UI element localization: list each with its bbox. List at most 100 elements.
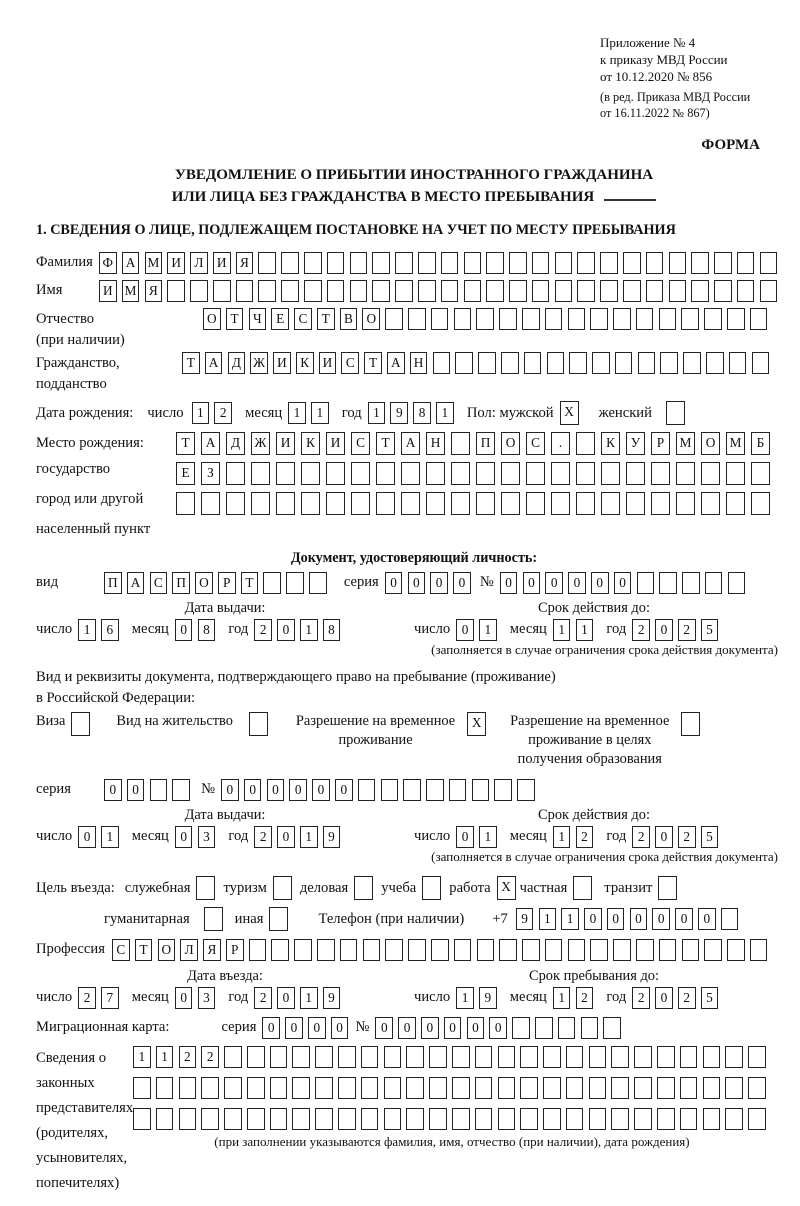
char-box[interactable]: Л	[190, 251, 208, 274]
char-box[interactable]	[748, 1077, 766, 1099]
char-box[interactable]	[580, 1016, 599, 1039]
char-box[interactable]: Ч	[248, 308, 267, 330]
char-box[interactable]	[326, 462, 345, 485]
char-box[interactable]: 0	[655, 986, 673, 1009]
char-box[interactable]	[656, 1046, 675, 1068]
char-box[interactable]: 0	[568, 571, 586, 594]
char-box[interactable]	[701, 462, 720, 485]
char-box[interactable]: 1	[575, 618, 594, 641]
char-box[interactable]	[727, 938, 745, 961]
char-box[interactable]	[317, 938, 335, 961]
char-box[interactable]: 2	[78, 986, 96, 1009]
char-box[interactable]: 0	[499, 571, 518, 594]
char-box[interactable]: 0	[456, 618, 474, 641]
char-box[interactable]	[497, 1108, 516, 1130]
char-box[interactable]	[521, 308, 540, 330]
char-box[interactable]	[736, 251, 755, 274]
char-box[interactable]: 3	[197, 825, 216, 848]
char-box[interactable]	[271, 938, 290, 961]
char-box[interactable]: 9	[322, 986, 341, 1009]
char-box[interactable]	[354, 876, 374, 900]
char-box[interactable]	[269, 1077, 288, 1099]
char-box[interactable]: Е	[271, 308, 289, 330]
char-box[interactable]: 9	[515, 908, 534, 930]
char-box[interactable]	[501, 492, 520, 515]
char-box[interactable]	[691, 279, 709, 302]
char-box[interactable]	[448, 778, 467, 801]
char-box[interactable]	[751, 462, 770, 485]
char-box[interactable]	[463, 251, 482, 274]
char-box[interactable]: 1	[367, 402, 386, 424]
char-box[interactable]: П	[172, 571, 190, 594]
char-box[interactable]	[426, 778, 444, 801]
char-box[interactable]: И	[212, 251, 231, 274]
char-box[interactable]: Т	[134, 938, 153, 961]
char-box[interactable]: К	[295, 352, 314, 374]
char-box[interactable]	[315, 1046, 333, 1068]
char-box[interactable]: 0	[584, 908, 602, 930]
char-box[interactable]	[682, 571, 700, 594]
char-box[interactable]	[509, 251, 527, 274]
char-box[interactable]	[637, 352, 656, 374]
char-box[interactable]: И	[167, 251, 185, 274]
char-box[interactable]	[748, 1108, 766, 1130]
char-box[interactable]	[702, 1046, 721, 1068]
char-box[interactable]	[611, 1046, 629, 1068]
char-box[interactable]	[748, 1046, 766, 1068]
char-box[interactable]	[543, 1108, 561, 1130]
char-box[interactable]: 9	[322, 825, 341, 848]
rvp-edu-checkbox[interactable]	[681, 712, 701, 736]
char-box[interactable]	[543, 1046, 561, 1068]
char-box[interactable]: 3	[197, 986, 216, 1009]
char-box[interactable]	[554, 279, 573, 302]
char-box[interactable]: 0	[334, 778, 353, 801]
rvp-checkbox[interactable]: X	[467, 712, 487, 736]
char-box[interactable]: Я	[203, 938, 221, 961]
char-box[interactable]: 0	[698, 908, 716, 930]
char-box[interactable]: 9	[479, 986, 497, 1009]
char-box[interactable]	[471, 778, 490, 801]
char-box[interactable]	[474, 1046, 493, 1068]
char-box[interactable]	[704, 571, 723, 594]
char-box[interactable]: 1	[436, 402, 454, 424]
char-box[interactable]: Т	[240, 571, 259, 594]
char-box[interactable]: .	[551, 432, 570, 455]
char-box[interactable]: 1	[456, 986, 474, 1009]
char-box[interactable]	[430, 308, 449, 330]
char-box[interactable]	[759, 279, 778, 302]
char-box[interactable]	[681, 938, 700, 961]
char-box[interactable]: 2	[632, 825, 650, 848]
char-box[interactable]	[246, 1108, 265, 1130]
char-box[interactable]: 0	[456, 825, 474, 848]
char-box[interactable]: О	[701, 432, 720, 455]
char-box[interactable]	[534, 1016, 553, 1039]
char-box[interactable]	[451, 462, 470, 485]
char-box[interactable]	[520, 1046, 538, 1068]
char-box[interactable]	[600, 279, 618, 302]
char-box[interactable]: 8	[197, 618, 216, 641]
char-box[interactable]: С	[112, 938, 130, 961]
char-box[interactable]	[451, 492, 470, 515]
char-box[interactable]	[681, 712, 701, 736]
char-box[interactable]	[133, 1077, 151, 1099]
char-box[interactable]	[304, 251, 322, 274]
char-box[interactable]: 2	[254, 618, 272, 641]
char-box[interactable]	[372, 279, 390, 302]
char-box[interactable]	[736, 279, 755, 302]
char-box[interactable]: С	[294, 308, 312, 330]
char-box[interactable]	[486, 251, 504, 274]
char-box[interactable]	[726, 492, 745, 515]
char-box[interactable]: О	[203, 308, 221, 330]
char-box[interactable]	[385, 308, 403, 330]
char-box[interactable]	[634, 1077, 652, 1099]
char-box[interactable]: 0	[262, 1016, 281, 1039]
char-box[interactable]	[383, 1077, 402, 1099]
purpose-study-checkbox[interactable]	[422, 876, 442, 900]
char-box[interactable]	[385, 938, 403, 961]
char-box[interactable]	[531, 251, 550, 274]
char-box[interactable]	[269, 1046, 288, 1068]
char-box[interactable]	[292, 1108, 311, 1130]
char-box[interactable]	[622, 279, 641, 302]
char-box[interactable]: 0	[104, 778, 122, 801]
char-box[interactable]: 1	[552, 618, 571, 641]
